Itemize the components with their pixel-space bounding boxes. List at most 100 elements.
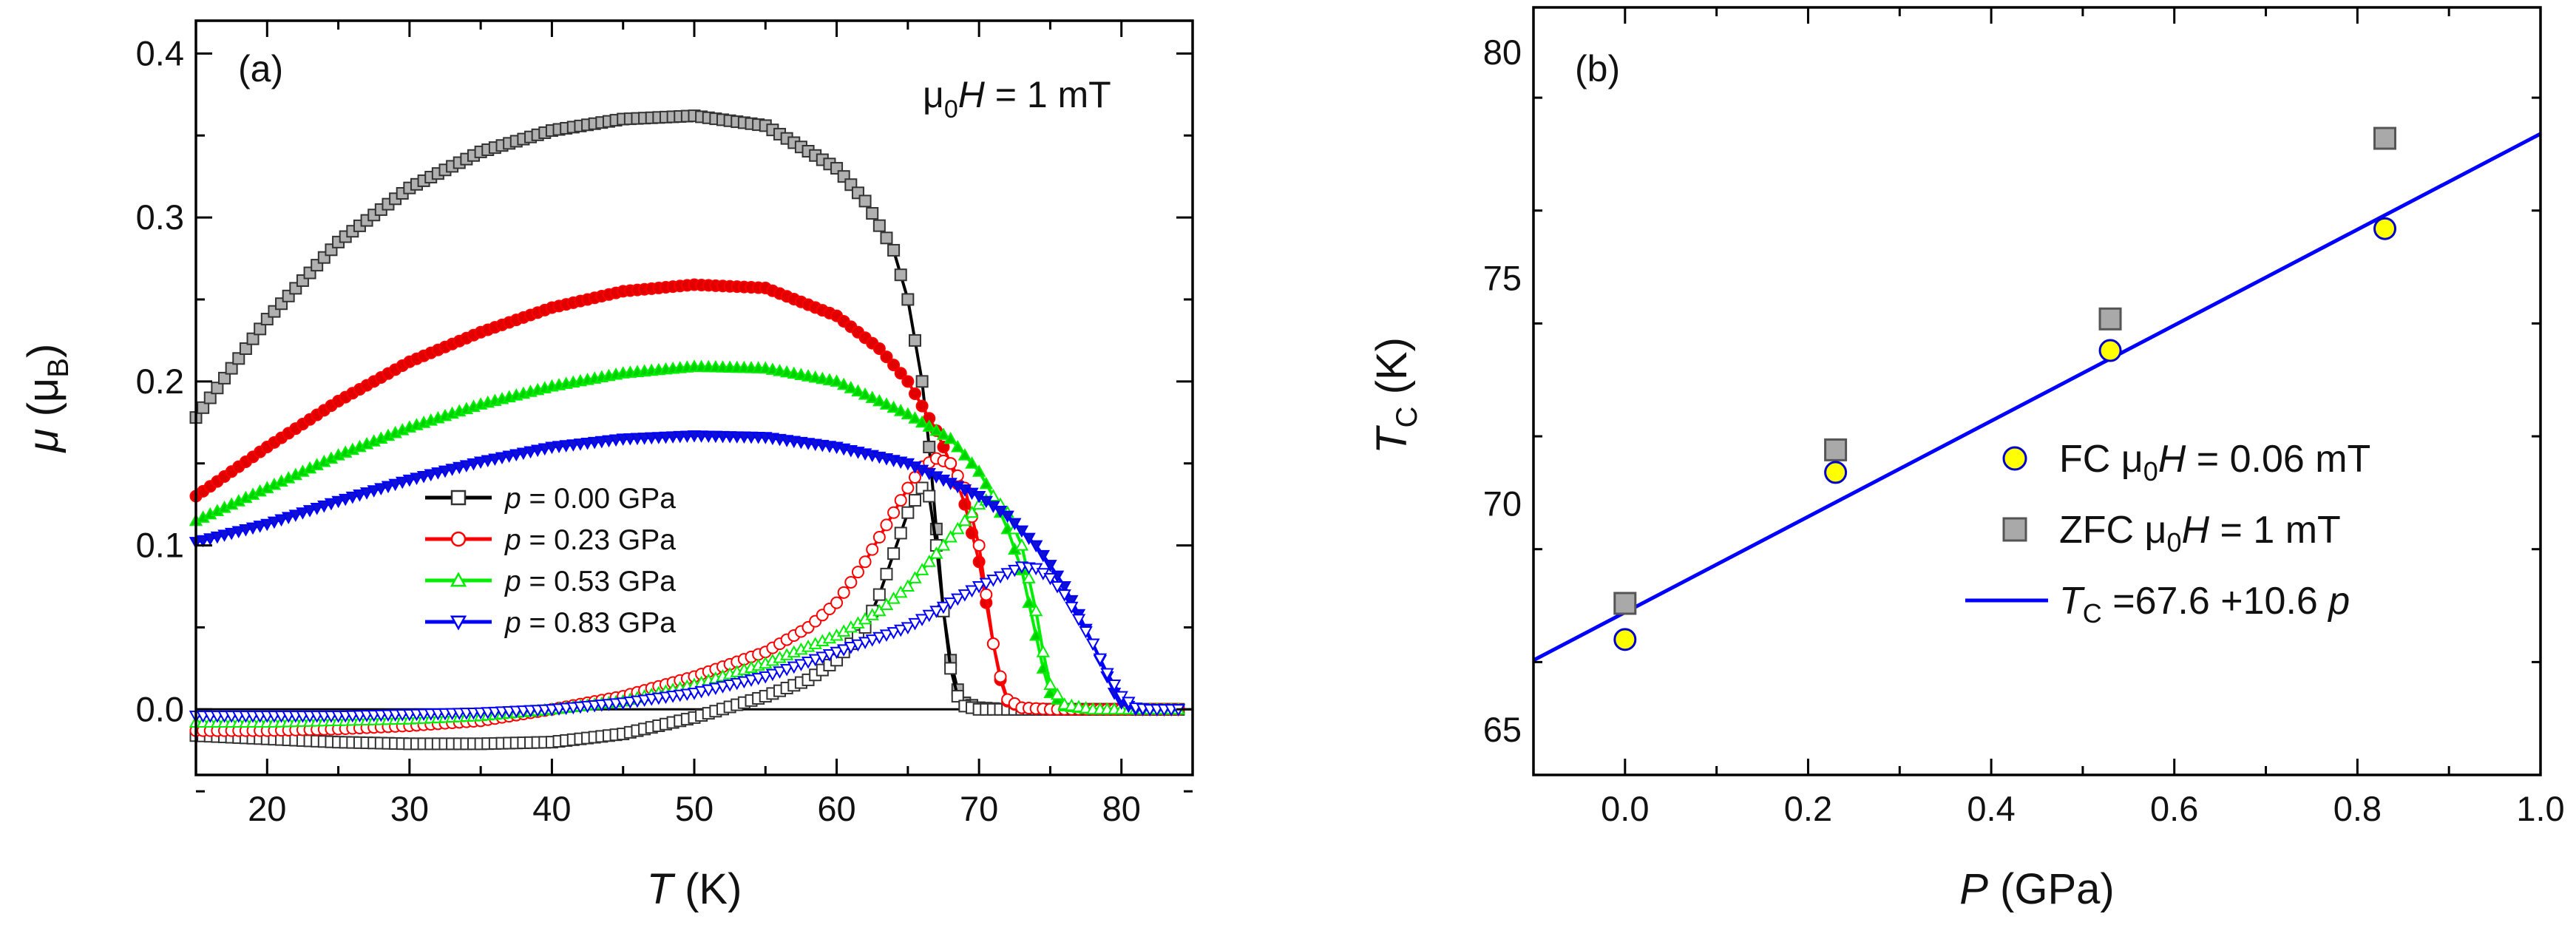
zfc-point (410, 473, 424, 485)
zfc-point (1008, 518, 1022, 531)
zfc-point (396, 476, 410, 490)
fc-point (922, 555, 936, 567)
fc-point (1050, 687, 1065, 700)
zfc-point (858, 194, 872, 208)
y-tick-label: 0.1 (136, 526, 184, 565)
zfc-point (908, 411, 922, 424)
fc-point (880, 567, 893, 580)
fc-point (951, 690, 964, 703)
zfc-point (1613, 592, 1637, 615)
fc-point (865, 634, 879, 647)
y-title-unit-sub: B (42, 358, 75, 378)
zfc-point (865, 390, 879, 403)
b-y-tick-label: 75 (1483, 258, 1522, 297)
zfc-point (965, 456, 979, 469)
legend-label-suffix: = 1 mT (2209, 509, 2341, 552)
zfc-point (773, 364, 787, 376)
y-title-unit: μ (19, 378, 67, 402)
zfc-point (915, 399, 929, 413)
zfc-point (374, 483, 388, 495)
legend-label-prefix: ZFC μ (2059, 509, 2167, 552)
zfc-point (253, 521, 267, 533)
b-y-tick-label: 70 (1483, 484, 1522, 524)
series-3 (189, 430, 1185, 723)
fc-point (1122, 697, 1136, 709)
fc-point (858, 637, 872, 649)
fc-point (908, 571, 922, 583)
zfc-point (296, 507, 310, 520)
fc-point (702, 684, 716, 697)
fc-point (1079, 626, 1093, 639)
zfc-point (1043, 560, 1057, 572)
zfc-point (830, 374, 844, 387)
fc-point (765, 668, 780, 682)
legend-marker (2002, 446, 2027, 471)
zfc-point (459, 460, 474, 473)
fc-point (1043, 677, 1057, 691)
fc-point (687, 688, 702, 700)
legend-label-p: p (504, 483, 521, 515)
zfc-point (822, 373, 837, 386)
zfc-point (872, 219, 886, 232)
fc-point (887, 547, 901, 560)
zfc-point (844, 381, 858, 393)
zfc-point (887, 359, 901, 372)
fc-point (872, 631, 887, 645)
legend-label-value: = 0.00 GPa (521, 483, 677, 515)
x-tick-label: 70 (960, 789, 998, 828)
zfc-point (431, 467, 445, 480)
panel-b-series-group (1532, 126, 2542, 663)
legend-marker (450, 490, 467, 506)
zfc-point (196, 535, 210, 548)
legend-fit-label: TC =67.6 +10.6 p (2059, 580, 2350, 629)
legend-label: p = 0.83 GPa (504, 607, 676, 639)
zfc-point (901, 375, 915, 388)
zfc-point (1022, 595, 1036, 609)
fc-point (872, 603, 887, 617)
fc-point (1086, 638, 1100, 651)
fc-point (1071, 614, 1086, 626)
legend-marker (450, 615, 467, 631)
fit-label-var: p (2327, 580, 2350, 623)
zfc-point (937, 441, 950, 454)
y-title-close: ) (19, 344, 67, 358)
y-tick-label: 0.4 (136, 33, 184, 72)
fc-point (730, 677, 744, 691)
fc-point (830, 646, 844, 660)
fc-point (837, 586, 850, 599)
fc-point (965, 585, 979, 598)
fc-point (986, 575, 1000, 587)
zfc-point (438, 465, 453, 478)
zfc-point (872, 342, 886, 355)
fc-point (894, 585, 908, 598)
y-title-open: ( (19, 402, 67, 428)
fc-series (1613, 217, 2397, 651)
fc-point (1065, 601, 1079, 614)
zfc-point (530, 444, 545, 458)
legend-label-sub: 0 (2167, 527, 2182, 558)
fc-point (1050, 581, 1065, 594)
legend-label-value: = 0.53 GPa (521, 566, 677, 597)
zfc-point (481, 455, 495, 468)
field-annotation-h: H (958, 74, 986, 115)
zfc-point (502, 450, 516, 464)
zfc-point (1014, 525, 1029, 538)
fc-point (880, 518, 893, 532)
b-x-title-symbol: P (1959, 865, 1988, 913)
zfc-point (359, 487, 374, 500)
zfc-point (1022, 532, 1036, 546)
panel-a-field-annotation: μ0H = 1 mT (923, 74, 1111, 123)
fc-point (929, 546, 943, 559)
fc-point (887, 627, 901, 640)
zfc-point (225, 362, 238, 375)
legend-label-p: p (504, 607, 521, 639)
zfc-point (880, 350, 893, 364)
b-x-tick-label: 0.2 (1784, 789, 1832, 828)
x-title-symbol: T (647, 865, 676, 913)
fc-point (694, 685, 708, 699)
b-x-tick-label: 0.0 (1601, 789, 1649, 828)
fc-point (915, 614, 929, 626)
zfc-point (851, 384, 865, 397)
zfc-point (495, 452, 509, 465)
